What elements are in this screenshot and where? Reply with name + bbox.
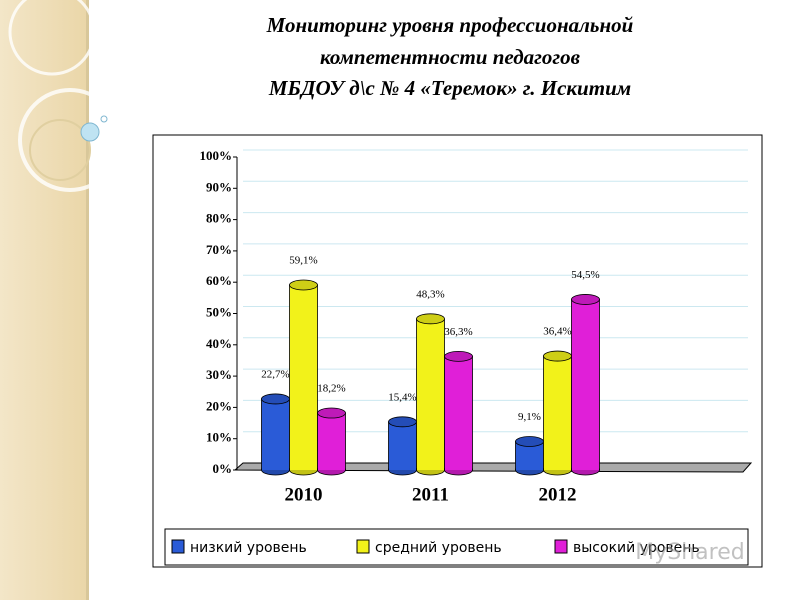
bar — [543, 350, 572, 476]
bar-body — [290, 285, 317, 470]
side-edge — [86, 0, 89, 600]
y-tick-label: 100% — [200, 148, 233, 163]
bar — [444, 350, 473, 476]
deco-bubble — [100, 115, 108, 123]
bar-body — [262, 398, 289, 470]
bar-top — [444, 350, 473, 362]
y-tick-label: 70% — [206, 242, 232, 257]
y-tick-label: 20% — [206, 398, 232, 413]
value-label: 59,1% — [289, 255, 317, 267]
title-line: компетентности педагогов — [320, 45, 581, 69]
bar-body — [318, 413, 345, 470]
value-label: 15,4% — [388, 391, 416, 403]
bar — [388, 416, 417, 476]
title-line: МБДОУ д\с № 4 «Теремок» г. Искитим — [268, 76, 631, 100]
watermark: MyShared — [635, 540, 744, 565]
bar-body — [572, 299, 599, 470]
bar — [289, 279, 318, 476]
x-tick-label: 2012 — [539, 484, 577, 505]
y-tick-label: 90% — [206, 179, 232, 194]
bar-body — [445, 356, 472, 470]
bar-top — [515, 436, 544, 447]
bar-body — [389, 421, 416, 470]
bar-top — [289, 279, 318, 291]
bar-top — [317, 407, 346, 419]
y-tick-label: 40% — [206, 336, 232, 351]
y-tick-label: 80% — [206, 211, 232, 226]
bar — [571, 294, 600, 476]
bar — [515, 436, 544, 476]
deco-bubble — [80, 122, 100, 142]
legend-swatch — [554, 539, 568, 554]
value-label: 36,4% — [543, 326, 571, 338]
value-label: 22,7% — [261, 368, 289, 380]
plot: 0% 10% 20% 30% 40% 50% 60% 70% 80% 90% 100% 2010 22,… — [171, 148, 753, 556]
bar-top — [261, 393, 290, 405]
value-label: 36,3% — [444, 326, 472, 338]
deco-circle — [8, 0, 96, 76]
y-tick-label: 30% — [206, 367, 232, 382]
deco-circle — [18, 88, 122, 192]
bar — [416, 313, 445, 476]
legend-label: низкий уровень — [190, 540, 307, 556]
x-tick-label: 2011 — [412, 484, 449, 505]
y-tick-label: 50% — [206, 304, 232, 319]
legend-label: средний уровень — [375, 540, 502, 556]
y-tick-label: 60% — [206, 273, 232, 288]
bar-top — [571, 294, 600, 305]
x-tick-label: 2010 — [285, 484, 323, 505]
bar-body — [544, 356, 571, 470]
value-label: 18,2% — [317, 383, 345, 395]
legend-swatch — [171, 539, 185, 554]
side-strip — [0, 0, 88, 600]
title-line: Мониторинг уровня профессиональной — [266, 13, 634, 37]
value-label: 54,5% — [571, 269, 599, 281]
bar-top — [388, 416, 417, 428]
deco-circle — [29, 119, 91, 181]
bar-top — [416, 313, 445, 325]
bar-top — [543, 350, 572, 362]
bar — [261, 393, 290, 476]
value-label: 48,3% — [416, 288, 444, 300]
legend-label: высокий уровень — [573, 540, 700, 556]
value-label: 9,1% — [518, 411, 541, 423]
bar-body — [417, 318, 444, 470]
bar — [317, 407, 346, 476]
legend-box — [164, 528, 749, 566]
y-tick-label: 0% — [213, 461, 233, 476]
legend-swatch — [356, 539, 370, 554]
y-tick-label: 10% — [206, 430, 232, 445]
